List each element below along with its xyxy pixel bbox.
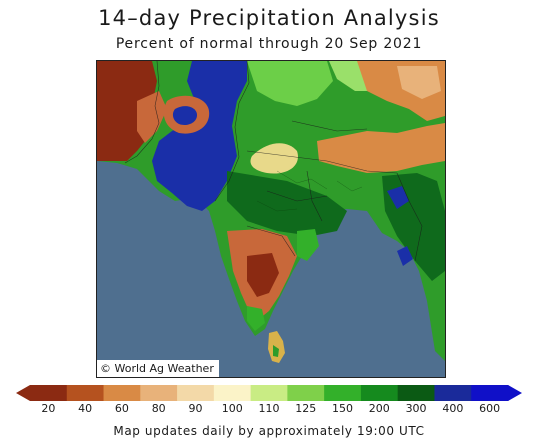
admin-lines [256,170,363,212]
legend-swatch [324,385,362,401]
legend-tick-label: 600 [479,402,501,415]
legend-swatch [287,385,325,401]
legend-swatch [66,385,105,401]
central-yellow [250,143,298,174]
central-dark-green [227,171,347,236]
legend-tick-label: 20 [41,402,56,415]
sri-lanka-green [273,345,279,357]
legend-tick-label: 80 [151,402,166,415]
legend-tick-label: 125 [295,402,317,415]
legend-tick-label: 90 [188,402,203,415]
legend-arrow-left [16,385,30,401]
legend-colorbar [16,385,522,401]
legend-tick-label: 100 [221,402,243,415]
dry-region-north-light [397,66,441,99]
legend-swatch [213,385,252,401]
legend-tick-label: 110 [258,402,280,415]
legend-tick-label: 300 [405,402,427,415]
legend-tick-label: 40 [78,402,93,415]
legend-swatches [30,385,509,401]
dry-region-northeast [317,123,445,173]
precipitation-map: © World Ag Weather [96,60,446,378]
legend-ticks: 20 40 60 80 90 100 110 125 150 200 300 400 600 [0,402,538,416]
legend-tick-label: 60 [114,402,129,415]
legend-swatch [140,385,178,401]
dry-region-west-orange [137,91,167,143]
north-light-green [247,61,333,106]
map-subtitle: Percent of normal through 20 Sep 2021 [115,36,423,52]
legend-swatch [250,385,288,401]
map-title: 14–day Precipitation Analysis [98,6,440,30]
legend-swatch [434,385,472,401]
legend-tick-label: 150 [332,402,354,415]
legend-swatch [30,385,68,401]
legend-swatch [360,385,399,401]
legend-swatch [471,385,509,401]
land-sri-lanka [268,331,285,363]
legend-tick-label: 400 [442,402,464,415]
dry-region-south-dark [247,253,279,297]
political-borders [124,61,423,262]
map-credit: © World Ag Weather [97,360,219,377]
northeast-blue [387,186,409,209]
wet-region-west [152,61,247,211]
legend-tick-label: 200 [368,402,390,415]
legend-swatch [177,385,215,401]
east-coast-green [297,229,319,261]
legend-swatch [103,385,141,401]
legend-swatch [397,385,435,401]
update-note: Map updates daily by approximately 19:00… [113,424,425,438]
wet-pocket [172,106,197,125]
kerala-green [247,306,265,331]
map-canvas [97,61,445,377]
legend-arrow-right [508,385,522,401]
myanmar-blue [397,246,413,266]
